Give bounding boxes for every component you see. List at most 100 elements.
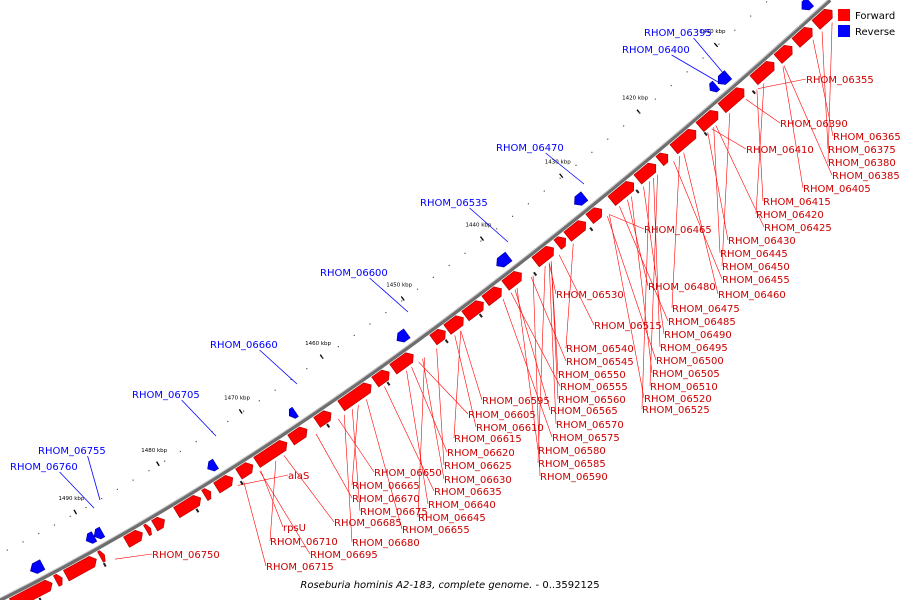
forward-leader (548, 262, 557, 425)
forward-gene-label: RHOM_06670 (352, 494, 420, 505)
gene-marker (635, 189, 640, 194)
forward-leader (283, 455, 335, 523)
minor-tick (750, 15, 752, 17)
gene-marker (751, 90, 756, 95)
forward-gene-label: RHOM_06540 (566, 344, 634, 355)
reverse-leader (693, 37, 725, 75)
forward-gene-label: RHOM_06365 (833, 132, 900, 143)
forward-leader (337, 418, 375, 473)
minor-tick (369, 323, 371, 325)
reverse-gene (207, 458, 219, 472)
forward-leader (821, 31, 829, 150)
reverse-gene-label: RHOM_06400 (622, 45, 690, 56)
forward-leader (713, 127, 721, 254)
tick-mark (400, 296, 405, 301)
minor-tick (164, 460, 166, 462)
forward-gene-label: RHOM_06580 (538, 446, 606, 457)
forward-gene-label: RHOM_06450 (722, 262, 790, 273)
reverse-leader (59, 471, 95, 509)
forward-gene-label: RHOM_06405 (803, 184, 871, 195)
forward-leader (649, 174, 658, 387)
legend-forward-label: Forward (855, 11, 895, 22)
reverse-gene (717, 70, 733, 85)
forward-leader (417, 357, 425, 518)
forward-leader (237, 474, 289, 486)
minor-tick (607, 138, 609, 140)
forward-gene-label: RHOM_06475 (672, 304, 740, 315)
forward-leader (627, 199, 649, 287)
forward-gene-label: RHOM_06630 (444, 475, 512, 486)
tick-label: 1440 kbp (465, 223, 491, 229)
reverse-leader (469, 207, 509, 243)
forward-gene (773, 44, 793, 64)
forward-leader (259, 471, 311, 555)
forward-leader (243, 481, 267, 567)
forward-gene-label: alaS (288, 471, 309, 482)
tick-mark (713, 42, 719, 48)
minor-tick (638, 112, 641, 114)
reverse-leader (369, 277, 409, 313)
forward-gene (429, 328, 446, 346)
forward-gene-label: RHOM_06415 (763, 197, 831, 208)
tick-mark (479, 236, 485, 241)
forward-gene-label: RHOM_06555 (560, 382, 628, 393)
legend-reverse-swatch (838, 25, 850, 37)
forward-gene-label: RHOM_06425 (764, 223, 832, 234)
forward-gene (553, 236, 566, 250)
forward-gene-label: RHOM_06385 (832, 171, 900, 182)
forward-leader (260, 470, 284, 528)
forward-leader (565, 243, 574, 349)
forward-leader (436, 348, 445, 466)
forward-gene (8, 579, 53, 600)
forward-gene-label: RHOM_06610 (476, 423, 544, 434)
forward-leader (454, 335, 477, 428)
forward-gene-label: RHOM_06545 (566, 357, 634, 368)
map-caption: Roseburia hominis A2-183, complete genom… (300, 580, 599, 591)
reverse-gene-label: RHOM_06395 (644, 28, 712, 39)
minor-tick (654, 98, 656, 100)
genome-backbone-highlight (0, 0, 829, 599)
forward-gene-label: RHOM_06455 (722, 275, 790, 286)
reverse-gene (288, 406, 299, 419)
minor-tick (227, 420, 229, 423)
forward-leader (343, 414, 353, 543)
caption-organism: Roseburia hominis A2-183, complete genom… (300, 580, 532, 591)
reverse-gene-label: RHOM_06470 (496, 143, 564, 154)
minor-tick (353, 334, 355, 337)
forward-gene (633, 162, 657, 185)
forward-gene (201, 488, 212, 501)
forward-gene-label: RHOM_06390 (780, 119, 848, 130)
forward-gene (811, 8, 833, 30)
forward-gene-label: RHOM_06525 (642, 405, 710, 416)
forward-gene-label: RHOM_06575 (552, 433, 620, 444)
forward-leader (406, 370, 429, 505)
minor-tick (69, 515, 71, 517)
forward-leader (782, 66, 804, 189)
forward-gene-label: RHOM_06420 (756, 210, 824, 221)
reverse-gene-label: RHOM_06600 (320, 268, 388, 279)
forward-gene-label: RHOM_06430 (728, 236, 796, 247)
forward-leader (516, 287, 539, 451)
minor-tick (132, 479, 134, 481)
gene-marker (444, 339, 449, 344)
tick-label: 1420 kbp (622, 96, 648, 102)
forward-leader (745, 98, 781, 124)
minor-tick (543, 190, 545, 192)
reverse-leader (545, 152, 585, 185)
forward-gene (791, 26, 813, 48)
forward-leader (366, 399, 403, 530)
minor-tick (306, 368, 308, 370)
forward-gene-label: RHOM_06510 (650, 382, 718, 393)
legend-forward-swatch (838, 9, 850, 21)
forward-gene-label: RHOM_06500 (656, 356, 724, 367)
forward-gene-label: RHOM_06355 (806, 75, 874, 86)
tick-mark (559, 173, 564, 179)
minor-tick (38, 532, 40, 535)
forward-leader (683, 152, 719, 295)
forward-gene (461, 300, 484, 322)
forward-gene (337, 382, 372, 412)
forward-gene-label: RHOM_06485 (668, 317, 736, 328)
forward-leader (715, 125, 765, 228)
forward-gene-label: RHOM_06655 (402, 525, 470, 536)
reverse-gene-label: RHOM_06535 (420, 198, 488, 209)
